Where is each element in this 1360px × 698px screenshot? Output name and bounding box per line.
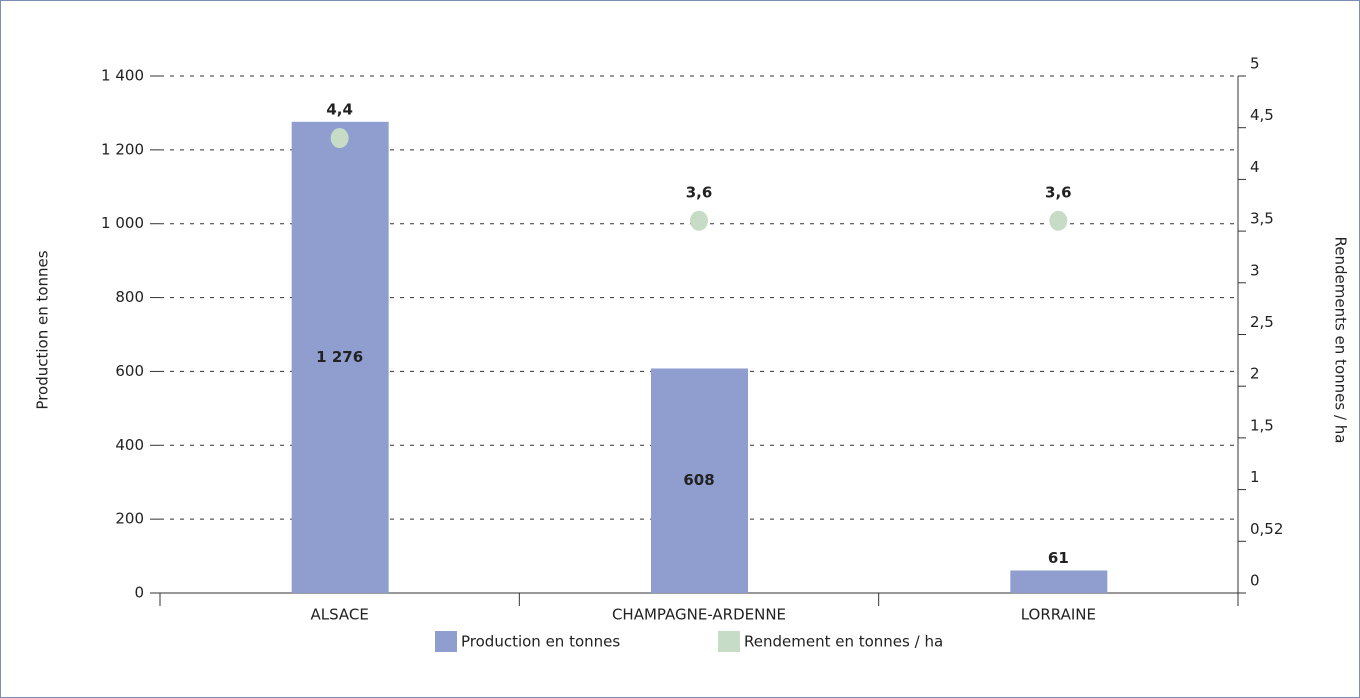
- y2-tick-label: 2: [1250, 365, 1260, 383]
- y-tick-label: 200: [115, 510, 144, 528]
- y-axis-label: Production en tonnes: [34, 250, 52, 409]
- y-tick-label: 600: [115, 362, 144, 380]
- point: [690, 210, 708, 231]
- y-tick-label: 400: [115, 436, 144, 454]
- data-label: 4,4: [326, 101, 353, 119]
- data-label: 3,6: [686, 183, 713, 201]
- point: [330, 128, 349, 149]
- point: [1049, 210, 1068, 231]
- y-tick-label: 1 400: [101, 67, 144, 85]
- data-label: 61: [1048, 549, 1069, 567]
- bar: [1010, 570, 1108, 593]
- bar: [651, 368, 748, 593]
- y2-tick-label: 0,52: [1250, 520, 1283, 538]
- y2-tick-label: 0: [1250, 572, 1260, 590]
- legend-label: Rendement en tonnes / ha: [744, 633, 943, 651]
- x-tick-label: LORRAINE: [1021, 606, 1096, 624]
- legend-swatch: [718, 631, 740, 652]
- y2-axis-label: Rendements en tonnes / ha: [1332, 237, 1350, 444]
- y2-tick-label: 3: [1250, 261, 1260, 279]
- bar: [291, 121, 389, 593]
- y2-tick-label: 5: [1250, 55, 1260, 73]
- data-label: 3,6: [1045, 183, 1072, 201]
- y2-tick-label: 4: [1250, 158, 1260, 176]
- data-label: 608: [683, 471, 714, 489]
- y-tick-label: 1 000: [101, 214, 144, 232]
- y2-tick-label: 4,5: [1250, 106, 1274, 124]
- legend-swatch: [435, 631, 457, 652]
- data-label: 1 276: [316, 348, 363, 366]
- y2-tick-label: 1: [1250, 468, 1260, 486]
- y2-tick-label: 2,5: [1250, 313, 1274, 331]
- x-tick-label: CHAMPAGNE-ARDENNE: [612, 606, 786, 624]
- y2-tick-label: 3,5: [1250, 210, 1274, 228]
- legend-label: Production en tonnes: [461, 633, 620, 651]
- y-tick-label: 1 200: [101, 140, 144, 158]
- y2-tick-label: 1,5: [1250, 416, 1274, 434]
- x-tick-label: ALSACE: [310, 606, 368, 624]
- y-tick-label: 0: [134, 584, 144, 602]
- y-tick-label: 800: [115, 288, 144, 306]
